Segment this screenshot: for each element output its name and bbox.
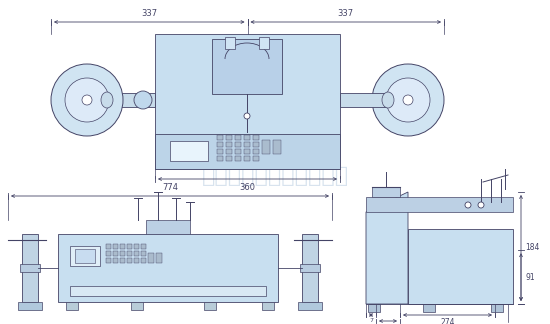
Bar (235, 156, 241, 161)
Bar (113, 251, 118, 256)
Bar (340, 93, 388, 107)
Bar (262, 302, 274, 310)
Bar (18, 302, 42, 310)
Bar (75, 249, 95, 263)
Bar (106, 244, 111, 249)
Text: 274: 274 (440, 318, 455, 324)
Bar (226, 149, 232, 154)
Circle shape (244, 113, 250, 119)
Bar (127, 251, 132, 256)
Bar (141, 251, 146, 256)
Bar (244, 156, 250, 161)
Bar (408, 229, 513, 304)
Bar (372, 187, 400, 197)
Bar (155, 134, 340, 169)
Bar (491, 304, 503, 312)
Bar (58, 234, 278, 302)
Circle shape (372, 64, 444, 136)
Bar (217, 156, 223, 161)
Bar (244, 142, 250, 147)
Circle shape (465, 202, 471, 208)
Text: 7: 7 (369, 318, 373, 323)
Bar (244, 135, 250, 140)
Bar (302, 234, 318, 302)
Circle shape (386, 78, 430, 122)
Bar (217, 142, 223, 147)
Text: 深圳市焊科技术有限公司: 深圳市焊科技术有限公司 (201, 166, 349, 186)
Bar (148, 253, 154, 263)
Bar (134, 244, 139, 249)
Ellipse shape (101, 92, 113, 108)
Text: 774: 774 (162, 183, 178, 192)
Bar (106, 251, 111, 256)
Circle shape (82, 95, 92, 105)
Ellipse shape (134, 91, 152, 109)
Bar (212, 39, 282, 94)
Text: 337: 337 (338, 9, 354, 18)
Text: 184: 184 (525, 244, 540, 252)
Polygon shape (366, 192, 408, 304)
Bar (156, 253, 162, 263)
Bar (253, 149, 259, 154)
Bar (134, 258, 139, 263)
Bar (70, 246, 100, 266)
Bar (134, 251, 139, 256)
Bar (273, 140, 281, 154)
Bar (204, 302, 216, 310)
Bar (298, 302, 322, 310)
Bar (300, 264, 320, 272)
Bar (20, 264, 40, 272)
Bar (141, 258, 146, 263)
Bar (226, 156, 232, 161)
Bar (120, 258, 125, 263)
Bar (155, 34, 340, 169)
Bar (217, 135, 223, 140)
Bar (113, 244, 118, 249)
Bar (235, 149, 241, 154)
Bar (113, 258, 118, 263)
Bar (423, 304, 435, 312)
Bar (259, 37, 269, 49)
Bar (368, 304, 380, 312)
Circle shape (478, 202, 484, 208)
Bar (127, 244, 132, 249)
Bar (131, 302, 143, 310)
Bar (141, 244, 146, 249)
Bar (253, 156, 259, 161)
Bar (244, 149, 250, 154)
Text: 360: 360 (239, 183, 256, 192)
Bar (127, 258, 132, 263)
Bar (66, 302, 78, 310)
Bar (70, 286, 266, 296)
Text: 337: 337 (141, 9, 157, 18)
Bar (225, 37, 235, 49)
Bar (262, 140, 270, 154)
Circle shape (403, 95, 413, 105)
Bar (22, 234, 38, 302)
Bar (226, 135, 232, 140)
Ellipse shape (382, 92, 394, 108)
Bar (253, 135, 259, 140)
Text: 91: 91 (525, 272, 535, 282)
Bar (235, 135, 241, 140)
Bar (146, 220, 190, 234)
Bar (217, 149, 223, 154)
Bar (226, 142, 232, 147)
Circle shape (65, 78, 109, 122)
Bar (120, 244, 125, 249)
Bar (253, 142, 259, 147)
Bar (170, 141, 208, 161)
Bar (107, 93, 155, 107)
Bar (366, 197, 513, 212)
Circle shape (51, 64, 123, 136)
Bar (106, 258, 111, 263)
Bar (120, 251, 125, 256)
Bar (235, 142, 241, 147)
